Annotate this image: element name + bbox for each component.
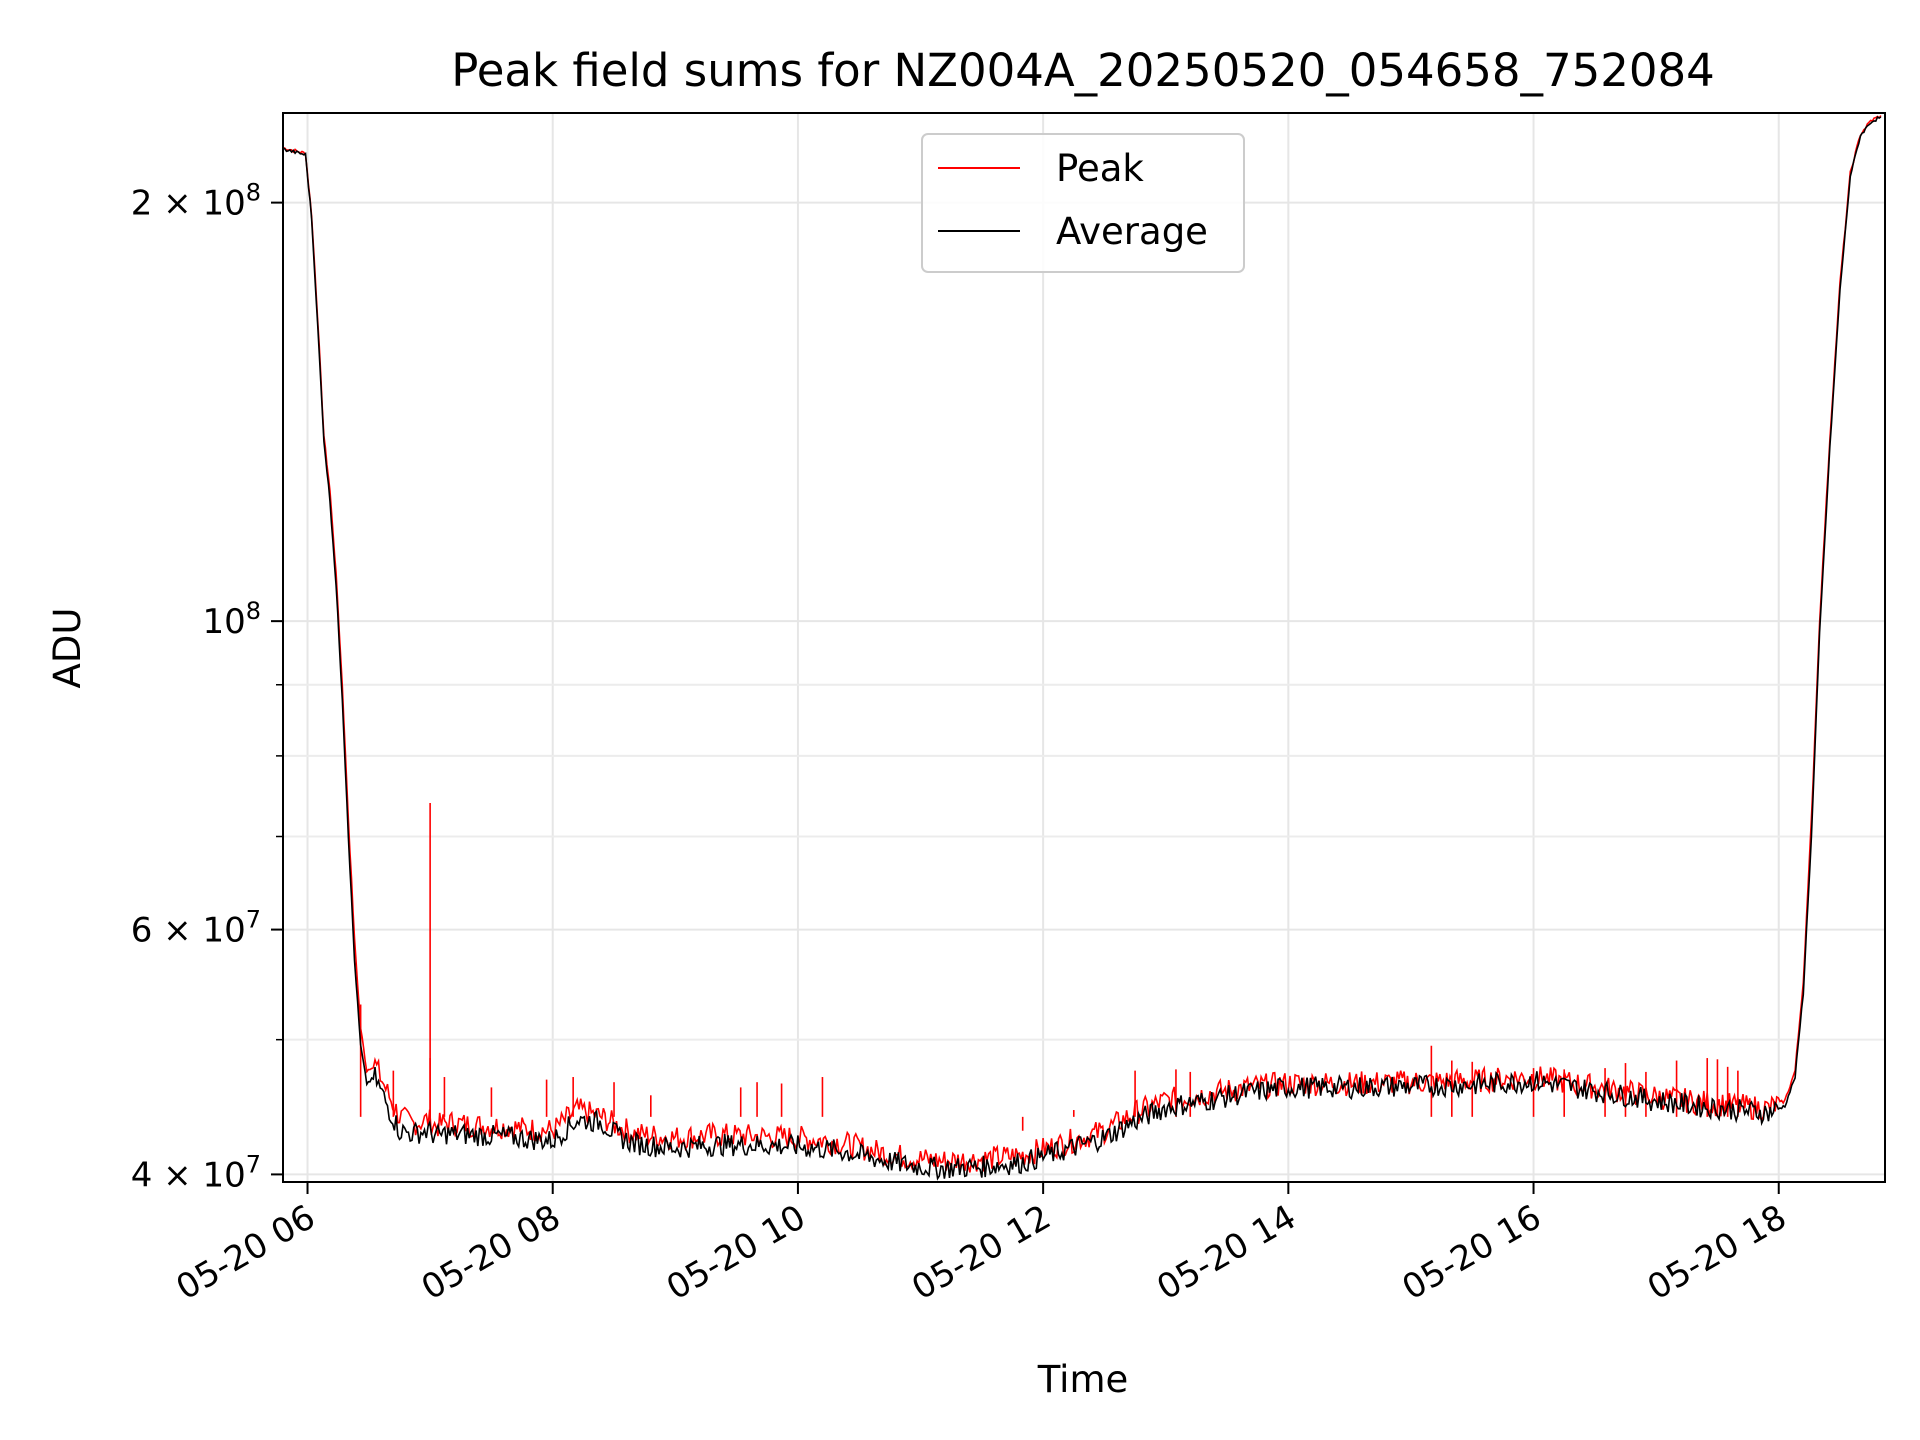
- y-tick-exponent: 8: [246, 597, 261, 625]
- y-tick-exponent: 7: [246, 906, 261, 934]
- series-line-average: [282, 115, 1882, 1181]
- y-tick-mantissa: 6: [131, 911, 153, 951]
- y-tick-label: 2 × 108: [131, 179, 261, 224]
- y-tick-mantissa: 2: [131, 184, 153, 224]
- chart-title: Peak field sums for NZ004A_20250520_0546…: [451, 44, 1715, 97]
- y-tick-label: 6 × 107: [131, 906, 261, 951]
- y-axis-ticks: 4 × 107 6 × 107 108 2 × 108: [131, 179, 283, 1195]
- x-axis-title: Time: [1037, 1358, 1129, 1401]
- legend-average-label: Average: [1056, 210, 1208, 253]
- series-line-peak: [282, 115, 1882, 1173]
- y-tick-exponent: 7: [246, 1150, 261, 1178]
- peak-spikes: [359, 802, 1739, 1131]
- y-tick-mantissa: 4: [131, 1155, 153, 1195]
- y-axis-title: ADU: [46, 608, 89, 689]
- plot-area-frame: [282, 112, 1886, 1183]
- legend: Peak Average: [921, 133, 1245, 273]
- series-layer: [282, 115, 1882, 1181]
- legend-peak-label: Peak: [1056, 147, 1144, 190]
- y-tick-exponent: 8: [246, 179, 261, 207]
- y-tick-label: 4 × 107: [131, 1150, 261, 1195]
- y-tick-label: 108: [202, 597, 261, 642]
